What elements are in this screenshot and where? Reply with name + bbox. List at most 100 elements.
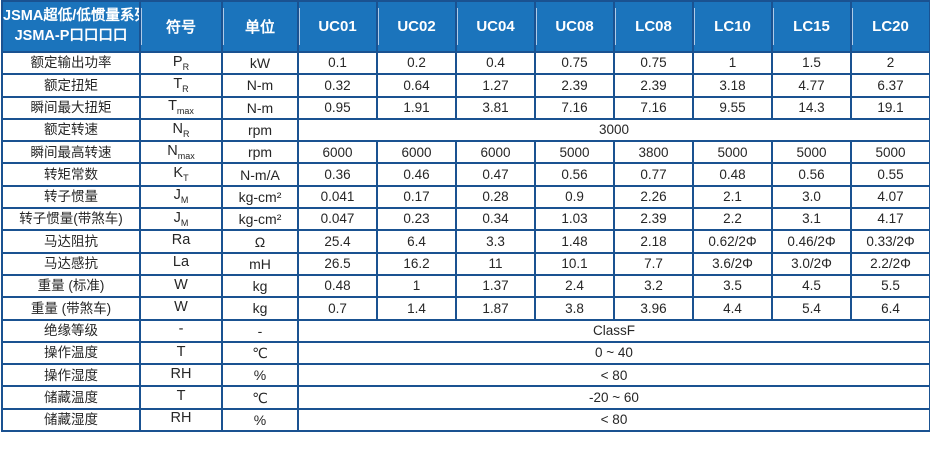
spec-value: 2.4 [534, 273, 615, 299]
row-unit: Ω [221, 229, 299, 254]
spec-value: 9.55 [692, 95, 773, 120]
row-symbol: JM [139, 184, 223, 210]
spec-row: 绝缘等级 - - ClassF [1, 318, 930, 343]
spec-value: 0.46/2Φ [771, 229, 852, 254]
row-unit: N-m [221, 95, 299, 120]
spec-value: 2.39 [534, 73, 615, 98]
symbol-subscript: R [182, 83, 189, 94]
spec-value: 0.77 [613, 162, 694, 187]
spec-value: 3.3 [455, 229, 536, 254]
spec-value: 2 [850, 50, 930, 76]
spec-value: 0.75 [534, 50, 615, 76]
table-title-line2: JSMA-P口口口口 [14, 27, 128, 44]
spec-value: 0.33/2Φ [850, 229, 930, 254]
row-label: 转矩常数 [1, 162, 141, 187]
spec-value-merged: ClassF [297, 318, 930, 343]
spec-value: 3800 [613, 140, 694, 165]
row-symbol: - [139, 318, 223, 343]
row-unit: kg [221, 296, 299, 321]
row-unit: kW [221, 50, 299, 76]
spec-value: 7.7 [613, 251, 694, 276]
row-unit: kg-cm² [221, 184, 299, 210]
spec-value: 0.48 [297, 273, 378, 299]
spec-value: 0.047 [297, 207, 378, 232]
row-unit: kg [221, 273, 299, 299]
spec-value: 19.1 [850, 95, 930, 120]
spec-value: 0.64 [376, 73, 457, 98]
model-column-header-uc01: UC01 [297, 0, 378, 53]
row-symbol: JM [139, 207, 223, 232]
header-row: JSMA超低/低惯量系列 JSMA-P口口口口 符号 单位 UC01 UC02 … [1, 0, 930, 53]
symbol-subscript: max [177, 150, 195, 161]
spec-value: 3.0 [771, 184, 852, 210]
spec-value: 5000 [850, 140, 930, 165]
spec-value: 7.16 [613, 95, 694, 120]
model-column-header-uc04: UC04 [455, 0, 536, 53]
spec-value: 3.5 [692, 273, 773, 299]
symbol-base: K [173, 165, 184, 182]
row-label: 储藏温度 [1, 385, 141, 410]
spec-value: 1.91 [376, 95, 457, 120]
spec-row: 转子惯量 JM kg-cm² 0.041 0.17 0.28 0.9 2.26 2.1 3.0 4.… [1, 184, 930, 210]
spec-value: 1.48 [534, 229, 615, 254]
symbol-column-header: 符号 [139, 0, 223, 53]
spec-value: 0.62/2Φ [692, 229, 773, 254]
spec-value: 0.4 [455, 50, 536, 76]
symbol-base: T [176, 343, 186, 360]
symbol-base: J [173, 187, 181, 204]
model-column-header-uc08: UC08 [534, 0, 615, 53]
row-label: 绝缘等级 [1, 318, 141, 343]
motor-spec-table: JSMA超低/低惯量系列 JSMA-P口口口口 符号 单位 UC01 UC02 … [1, 0, 930, 433]
spec-value: 3.0/2Φ [771, 251, 852, 276]
row-unit: - [221, 318, 299, 343]
symbol-base: W [174, 298, 188, 315]
spec-value: 1.03 [534, 207, 615, 232]
spec-value: 1 [376, 273, 457, 299]
row-label: 重量 (标准) [1, 273, 141, 299]
spec-value: 0.9 [534, 184, 615, 210]
spec-value: 0.2 [376, 50, 457, 76]
symbol-base: T [176, 388, 186, 405]
spec-value: 1.27 [455, 73, 536, 98]
spec-row: 额定输出功率 PR kW 0.1 0.2 0.4 0.75 0.75 1 1.5 2 [1, 50, 930, 76]
spec-value: 0.34 [455, 207, 536, 232]
spec-value: 2.1 [692, 184, 773, 210]
spec-value: 5000 [692, 140, 773, 165]
spec-row: 操作温度 T ℃ 0 ~ 40 [1, 340, 930, 366]
unit-column-header: 单位 [221, 0, 299, 53]
row-symbol: Nmax [139, 140, 223, 165]
spec-value: 1.5 [771, 50, 852, 76]
symbol-subscript: max [176, 106, 194, 117]
spec-value: 6000 [455, 140, 536, 165]
model-column-header-lc15: LC15 [771, 0, 852, 53]
symbol-base: La [172, 254, 190, 271]
spec-value: 4.77 [771, 73, 852, 98]
spec-value: 7.16 [534, 95, 615, 120]
spec-value: 0.23 [376, 207, 457, 232]
spec-value: 5000 [534, 140, 615, 165]
row-label: 重量 (带煞车) [1, 296, 141, 321]
spec-value: 26.5 [297, 251, 378, 276]
spec-value: 0.1 [297, 50, 378, 76]
spec-row: 额定转速 NR rpm 3000 [1, 117, 930, 143]
spec-value: 0.75 [613, 50, 694, 76]
spec-value: 0.56 [771, 162, 852, 187]
symbol-base: N [167, 142, 178, 159]
row-symbol: Tmax [139, 95, 223, 120]
row-symbol: RH [139, 363, 223, 388]
row-label: 转子惯量 [1, 184, 141, 210]
spec-row: 瞬间最高转速 Nmax rpm 6000 6000 6000 5000 3800 5000 500… [1, 140, 930, 165]
spec-value: 1.37 [455, 273, 536, 299]
spec-value-merged: -20 ~ 60 [297, 385, 930, 410]
spec-row: 额定扭矩 TR N-m 0.32 0.64 1.27 2.39 2.39 3.18 4.77 6.3… [1, 73, 930, 98]
row-unit: % [221, 407, 299, 433]
spec-value: 2.26 [613, 184, 694, 210]
row-label: 额定扭矩 [1, 73, 141, 98]
spec-value: 5.4 [771, 296, 852, 321]
symbol-subscript: T [183, 173, 189, 184]
row-symbol: T [139, 340, 223, 366]
spec-value: 0.7 [297, 296, 378, 321]
spec-value: 0.041 [297, 184, 378, 210]
symbol-subscript: M [180, 195, 189, 206]
